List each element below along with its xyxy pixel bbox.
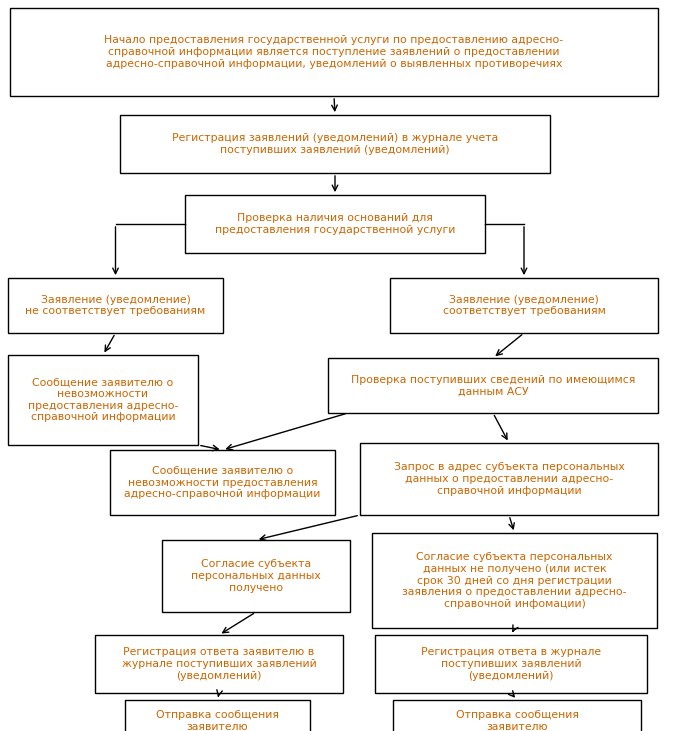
Bar — [372, 533, 657, 628]
Text: Запрос в адрес субъекта персональных
данных о предоставлении адресно-
справочной: Запрос в адрес субъекта персональных дан… — [394, 463, 625, 496]
Bar — [162, 540, 350, 612]
Text: Начало предоставления государственной услуги по предоставлению адресно-
справочн: Начало предоставления государственной ус… — [104, 35, 563, 69]
Bar — [375, 635, 647, 693]
Bar — [110, 450, 335, 515]
Bar — [125, 700, 310, 731]
Bar — [10, 8, 658, 96]
Text: Сообщение заявителю о
невозможности предоставления
адресно-справочной информации: Сообщение заявителю о невозможности пред… — [125, 466, 321, 499]
Bar — [360, 443, 658, 515]
Bar — [8, 278, 223, 333]
Bar — [393, 700, 641, 731]
Bar — [120, 115, 550, 173]
Text: Регистрация заявлений (уведомлений) в журнале учета
поступивших заявлений (уведо: Регистрация заявлений (уведомлений) в жу… — [172, 133, 498, 155]
Text: Регистрация ответа заявителю в
журнале поступивших заявлений
(уведомлений): Регистрация ответа заявителю в журнале п… — [122, 648, 316, 681]
Bar — [185, 195, 485, 253]
Text: Сообщение заявителю о
невозможности
предоставления адресно-
справочной информаци: Сообщение заявителю о невозможности пред… — [28, 378, 178, 423]
Text: Заявление (уведомление)
не соответствует требованиям: Заявление (уведомление) не соответствует… — [26, 295, 206, 317]
Bar — [8, 355, 198, 445]
Text: Проверка поступивших сведений по имеющимся
данным АСУ: Проверка поступивших сведений по имеющим… — [351, 375, 635, 396]
Text: Проверка наличия оснований для
предоставления государственной услуги: Проверка наличия оснований для предостав… — [215, 213, 455, 235]
Text: Отправка сообщения
заявителю: Отправка сообщения заявителю — [456, 711, 579, 731]
Text: Согласие субъекта персональных
данных не получено (или истек
срок 30 дней со дня: Согласие субъекта персональных данных не… — [402, 553, 627, 609]
Bar — [390, 278, 658, 333]
Text: Заявление (уведомление)
соответствует требованиям: Заявление (уведомление) соответствует тр… — [443, 295, 606, 317]
Text: Отправка сообщения
заявителю: Отправка сообщения заявителю — [156, 711, 279, 731]
Text: Регистрация ответа в журнале
поступивших заявлений
(уведомлений): Регистрация ответа в журнале поступивших… — [421, 648, 601, 681]
Bar — [95, 635, 343, 693]
Text: Согласие субъекта
персональных данных
получено: Согласие субъекта персональных данных по… — [191, 559, 321, 593]
Bar — [328, 358, 658, 413]
